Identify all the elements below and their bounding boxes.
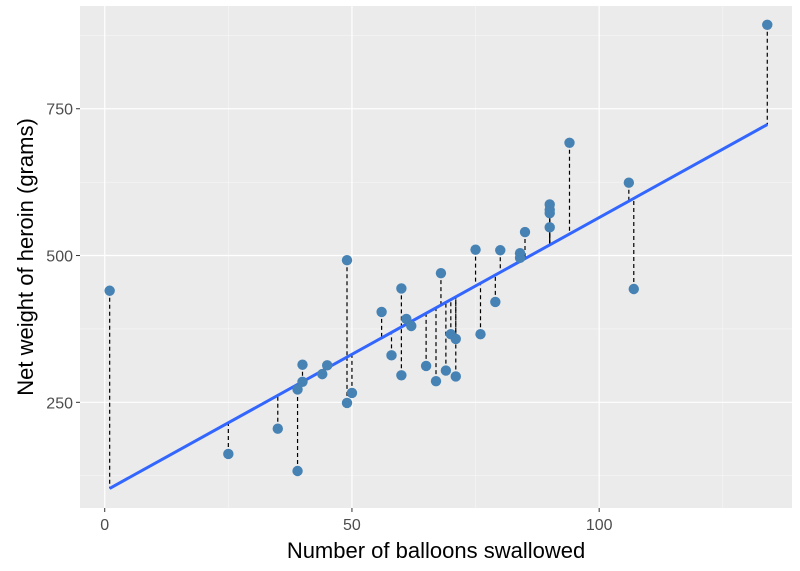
data-point xyxy=(628,283,639,295)
y-tick-label: 750 xyxy=(46,102,73,119)
data-point xyxy=(292,465,303,477)
data-point xyxy=(420,360,432,372)
data-point xyxy=(430,375,442,387)
y-tick-label: 250 xyxy=(46,395,73,412)
data-point xyxy=(495,245,506,256)
data-point xyxy=(490,296,501,308)
x-axis-title: Number of balloons swallowed xyxy=(287,538,585,563)
data-point xyxy=(341,255,353,266)
data-point xyxy=(396,283,407,294)
x-tick-label: 0 xyxy=(100,517,109,534)
data-point xyxy=(450,371,461,382)
data-point xyxy=(564,137,575,149)
data-point xyxy=(396,370,407,381)
data-point xyxy=(623,177,635,188)
data-point xyxy=(104,285,115,296)
data-point xyxy=(514,247,526,259)
data-point xyxy=(322,360,333,371)
data-point xyxy=(475,329,486,340)
data-point xyxy=(297,359,308,370)
y-axis-title: Net weight of heroin (grams) xyxy=(13,118,38,396)
x-tick-label: 50 xyxy=(343,517,361,534)
data-point xyxy=(406,320,417,332)
residual-lines xyxy=(109,24,768,489)
data-point xyxy=(470,244,481,255)
y-tick-label: 500 xyxy=(46,249,73,266)
data-point xyxy=(544,199,555,210)
x-tick-label: 100 xyxy=(586,517,613,534)
data-point xyxy=(346,387,358,399)
axis-ticks: 0 50 100 250 500 750 xyxy=(46,102,612,534)
data-point xyxy=(223,448,234,460)
data-points xyxy=(104,19,773,477)
data-point xyxy=(440,365,452,376)
data-point xyxy=(762,19,773,30)
data-point xyxy=(297,376,308,387)
data-point xyxy=(519,226,531,238)
regression-line xyxy=(108,123,769,490)
plot-panel xyxy=(80,6,792,508)
data-point xyxy=(450,333,461,345)
data-point xyxy=(435,267,447,279)
data-point xyxy=(376,306,387,318)
data-point xyxy=(317,368,328,380)
data-point xyxy=(386,350,397,361)
data-point xyxy=(341,397,353,409)
data-point xyxy=(544,222,555,233)
data-point xyxy=(272,423,283,434)
data-point xyxy=(292,384,303,395)
